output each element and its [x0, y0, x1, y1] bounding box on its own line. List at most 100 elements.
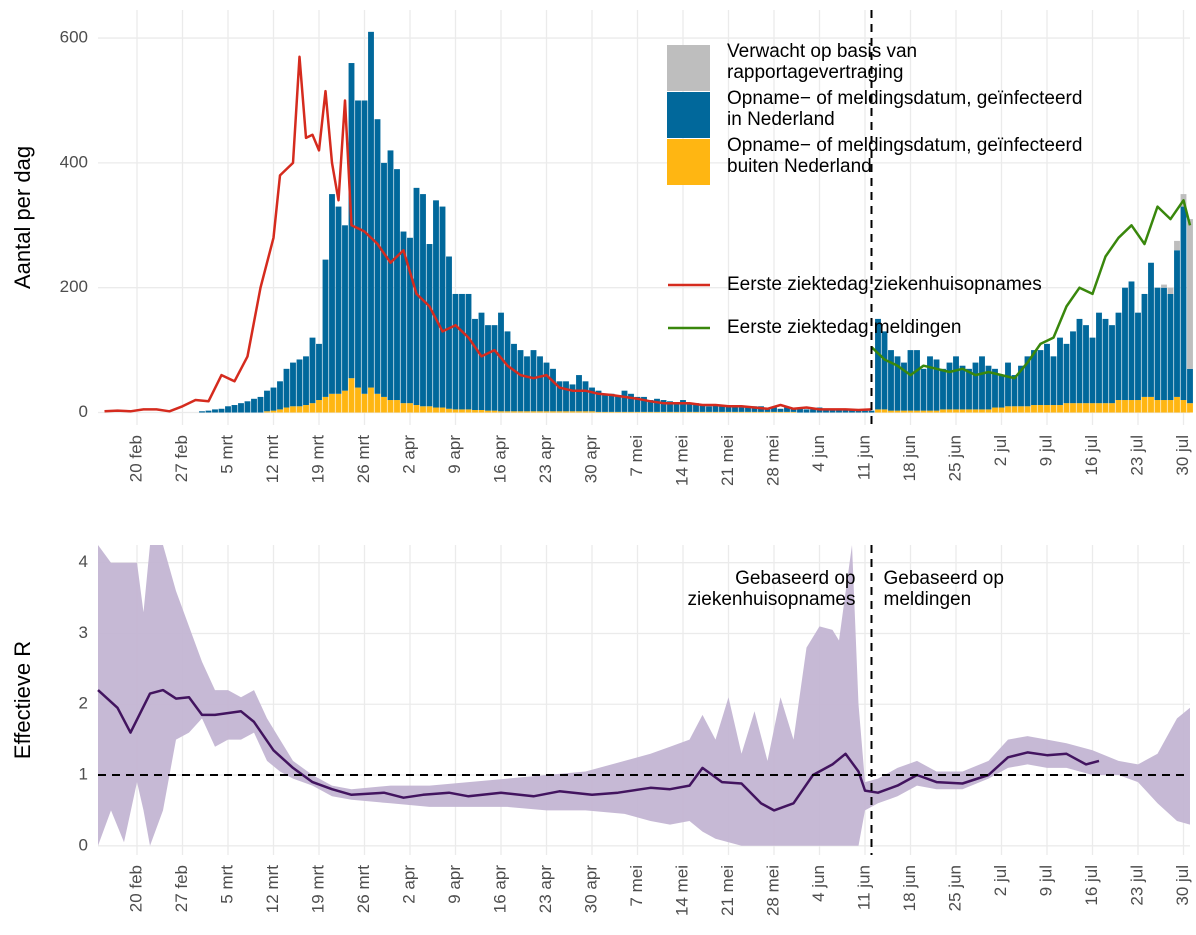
bar	[589, 411, 595, 413]
bar	[920, 368, 927, 411]
bar	[264, 390, 270, 412]
bar	[1187, 219, 1193, 369]
bar	[374, 393, 381, 413]
x-tick-label: 20 feb	[126, 865, 145, 912]
bar	[1083, 325, 1089, 404]
bar	[374, 119, 381, 394]
bar	[1037, 350, 1044, 406]
bar	[790, 408, 797, 412]
bar	[530, 411, 537, 413]
bar	[933, 410, 940, 413]
bar	[296, 406, 303, 413]
legend-label: Opname− of meldingsdatum, geïnfecteerd i…	[727, 88, 1083, 130]
bar	[1089, 337, 1096, 404]
confidence-band	[98, 545, 1190, 846]
bar	[517, 350, 524, 412]
bar	[446, 256, 452, 409]
bar	[1024, 356, 1031, 407]
x-tick-label: 9 apr	[445, 435, 464, 474]
x-tick-label: 30 jul	[1173, 865, 1192, 906]
bar	[511, 343, 517, 412]
x-tick-label: 25 jun	[945, 435, 964, 481]
bar	[602, 411, 608, 413]
bar	[836, 409, 842, 413]
bar	[491, 325, 498, 411]
bar	[732, 406, 738, 412]
y-tick-label: 2	[79, 694, 88, 713]
bar	[283, 407, 290, 413]
bar	[953, 409, 959, 413]
bar	[940, 368, 946, 410]
bar	[387, 150, 394, 401]
bar	[784, 407, 790, 412]
bar	[797, 408, 803, 413]
bar	[647, 411, 654, 413]
y-tick-label: 400	[60, 152, 88, 171]
x-tick-label: 19 mrt	[308, 865, 327, 913]
bar	[316, 343, 322, 401]
bar	[342, 390, 348, 413]
bar	[1148, 262, 1154, 397]
bar	[1018, 365, 1024, 407]
x-tick-label: 21 mei	[718, 435, 737, 486]
bar	[875, 318, 881, 410]
line	[97, 688, 1100, 812]
x-tick-label: 16 jul	[1082, 865, 1101, 906]
legend-key	[667, 45, 710, 91]
x-tick-label: 18 jun	[900, 865, 919, 911]
bar	[1050, 405, 1057, 413]
bar	[530, 350, 537, 412]
bar	[953, 356, 959, 410]
bar	[998, 375, 1005, 408]
bar	[264, 411, 270, 413]
x-tick-label: 30 apr	[581, 865, 600, 914]
bar	[212, 409, 218, 413]
bar	[660, 400, 667, 412]
bar	[1089, 403, 1096, 413]
bar	[426, 244, 433, 407]
x-tick-label: 11 jun	[854, 865, 873, 910]
bar	[842, 409, 849, 413]
bar	[966, 368, 972, 410]
bar	[985, 365, 992, 410]
bar	[667, 401, 673, 412]
bar	[712, 405, 719, 412]
bar	[582, 381, 589, 412]
bar	[407, 403, 413, 413]
bar	[966, 409, 972, 413]
bar	[829, 409, 836, 413]
bar	[959, 409, 966, 413]
bar	[751, 411, 758, 413]
bar	[543, 411, 550, 413]
bar	[693, 403, 699, 412]
x-tick-label: 23 jul	[1127, 865, 1146, 906]
bar	[400, 231, 407, 404]
x-tick-label: 9 jul	[1036, 435, 1055, 466]
x-tick-label: 28 mei	[763, 435, 782, 486]
bar	[1031, 405, 1037, 413]
bar	[868, 410, 875, 413]
legend-label: Eerste ziektedag meldingen	[727, 317, 962, 338]
bar	[758, 411, 764, 413]
bar	[1141, 293, 1148, 397]
bar	[1174, 250, 1180, 397]
bar	[225, 406, 231, 413]
bar	[914, 410, 920, 413]
bar	[1174, 240, 1180, 251]
bar	[576, 411, 582, 413]
bar	[569, 411, 576, 413]
bar	[491, 410, 498, 413]
bar	[1076, 403, 1083, 413]
bar	[1122, 400, 1128, 413]
y-tick-label: 600	[60, 28, 88, 47]
bar	[1128, 400, 1135, 413]
bar	[556, 411, 563, 413]
legend-label: Opname− of meldingsdatum, geïnfecteerd b…	[727, 135, 1083, 177]
y-tick-label: 0	[79, 402, 88, 421]
bar	[342, 225, 348, 391]
bar	[686, 411, 693, 413]
bar	[270, 410, 277, 413]
bar	[699, 411, 706, 413]
bar	[615, 411, 621, 413]
bar	[218, 408, 225, 413]
